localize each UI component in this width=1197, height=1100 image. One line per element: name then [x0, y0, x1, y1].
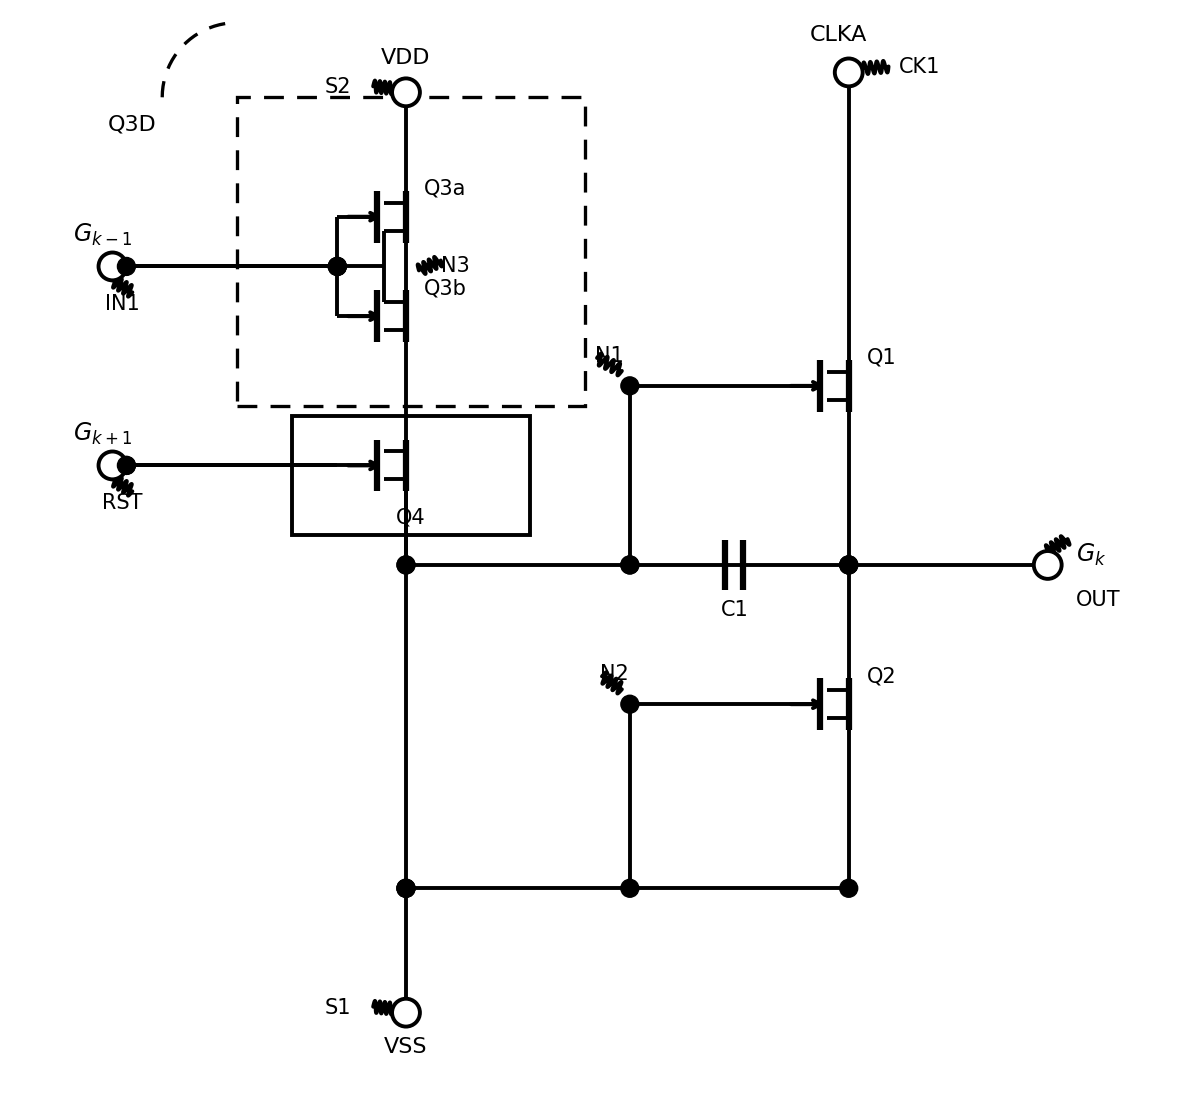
Circle shape	[393, 999, 420, 1026]
Circle shape	[397, 879, 415, 898]
Text: N1: N1	[595, 346, 624, 366]
Circle shape	[397, 556, 415, 574]
Text: S2: S2	[324, 77, 351, 97]
Circle shape	[117, 257, 135, 275]
Bar	[292, 416, 530, 535]
Text: VDD: VDD	[381, 47, 431, 67]
Text: $G_k$: $G_k$	[1076, 542, 1106, 568]
Circle shape	[621, 695, 639, 713]
Text: Q1: Q1	[867, 348, 897, 369]
Text: Q2: Q2	[867, 667, 897, 686]
Circle shape	[328, 257, 346, 275]
Circle shape	[117, 456, 135, 474]
Bar	[237, 97, 585, 406]
Text: $G_{k-1}$: $G_{k-1}$	[73, 221, 132, 248]
Text: CK1: CK1	[899, 57, 940, 77]
Circle shape	[117, 456, 135, 474]
Text: Q4: Q4	[396, 507, 426, 527]
Circle shape	[840, 556, 858, 574]
Text: RST: RST	[102, 493, 142, 514]
Circle shape	[393, 78, 420, 107]
Circle shape	[621, 556, 639, 574]
Circle shape	[397, 556, 415, 574]
Circle shape	[1034, 551, 1062, 579]
Text: N2: N2	[600, 664, 628, 684]
Circle shape	[328, 257, 346, 275]
Circle shape	[621, 879, 639, 898]
Circle shape	[397, 879, 415, 898]
Circle shape	[840, 556, 858, 574]
Text: Q3D: Q3D	[108, 114, 157, 134]
Text: N3: N3	[440, 256, 469, 276]
Text: VSS: VSS	[384, 1037, 427, 1057]
Circle shape	[840, 879, 858, 898]
Text: Q3b: Q3b	[424, 278, 467, 298]
Circle shape	[834, 58, 863, 87]
Text: OUT: OUT	[1076, 590, 1120, 609]
Text: Q3a: Q3a	[424, 179, 467, 199]
Circle shape	[621, 556, 639, 574]
Circle shape	[98, 451, 127, 480]
Text: CLKA: CLKA	[810, 24, 868, 45]
Circle shape	[621, 377, 639, 395]
Text: C1: C1	[721, 600, 748, 619]
Text: IN1: IN1	[105, 294, 140, 315]
Circle shape	[328, 257, 346, 275]
Text: S1: S1	[324, 998, 351, 1018]
Text: $G_{k+1}$: $G_{k+1}$	[73, 420, 132, 447]
Circle shape	[840, 556, 858, 574]
Circle shape	[397, 879, 415, 898]
Circle shape	[98, 253, 127, 280]
